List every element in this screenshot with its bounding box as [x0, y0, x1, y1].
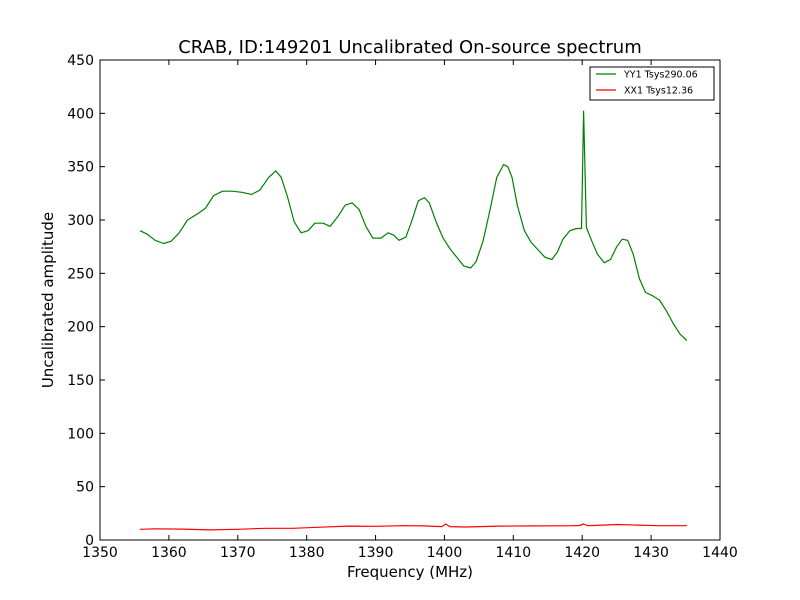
y-tick-label: 0 — [85, 533, 94, 549]
x-tick-label: 1440 — [702, 545, 738, 561]
x-tick-label: 1350 — [82, 545, 118, 561]
plot-area — [100, 60, 720, 540]
x-tick-label: 1420 — [564, 545, 600, 561]
y-tick-label: 200 — [67, 320, 94, 336]
series-line-yy1 — [139, 110, 688, 341]
y-tick-label: 450 — [67, 53, 94, 69]
legend-box — [589, 66, 715, 101]
y-tick-label: 300 — [67, 213, 94, 229]
tick-layer: 1350 1360 1370 1380 1390 1400 1410 1420 1430 1440… — [67, 53, 738, 561]
legend: YY1 Tsys290.06 XX1 Tsys12.36 — [589, 66, 715, 101]
x-tick-label: 1380 — [289, 545, 325, 561]
x-tick-label: 1400 — [427, 545, 463, 561]
plot-frame — [99, 59, 721, 541]
legend-label-yy1: YY1 Tsys290.06 — [623, 70, 698, 81]
x-axis-label: Frequency (MHz) — [347, 563, 473, 581]
y-tick-label: 100 — [67, 426, 94, 442]
x-tick-label: 1370 — [220, 545, 256, 561]
x-tick-label: 1390 — [358, 545, 394, 561]
series-layer — [139, 110, 688, 531]
y-tick-label: 400 — [67, 106, 94, 122]
y-axis-label: Uncalibrated amplitude — [39, 212, 57, 388]
legend-label-xx1: XX1 Tsys12.36 — [624, 86, 693, 97]
y-tick-label: 250 — [67, 266, 94, 282]
x-tick-label: 1410 — [496, 545, 532, 561]
y-tick-label: 150 — [67, 373, 94, 389]
x-tick-label: 1360 — [151, 545, 187, 561]
y-tick-label: 50 — [76, 480, 94, 496]
y-tick-label: 350 — [67, 160, 94, 176]
chart-title: CRAB, ID:149201 Uncalibrated On-source s… — [178, 37, 642, 58]
x-tick-label: 1430 — [633, 545, 669, 561]
series-line-xx1 — [139, 523, 687, 531]
